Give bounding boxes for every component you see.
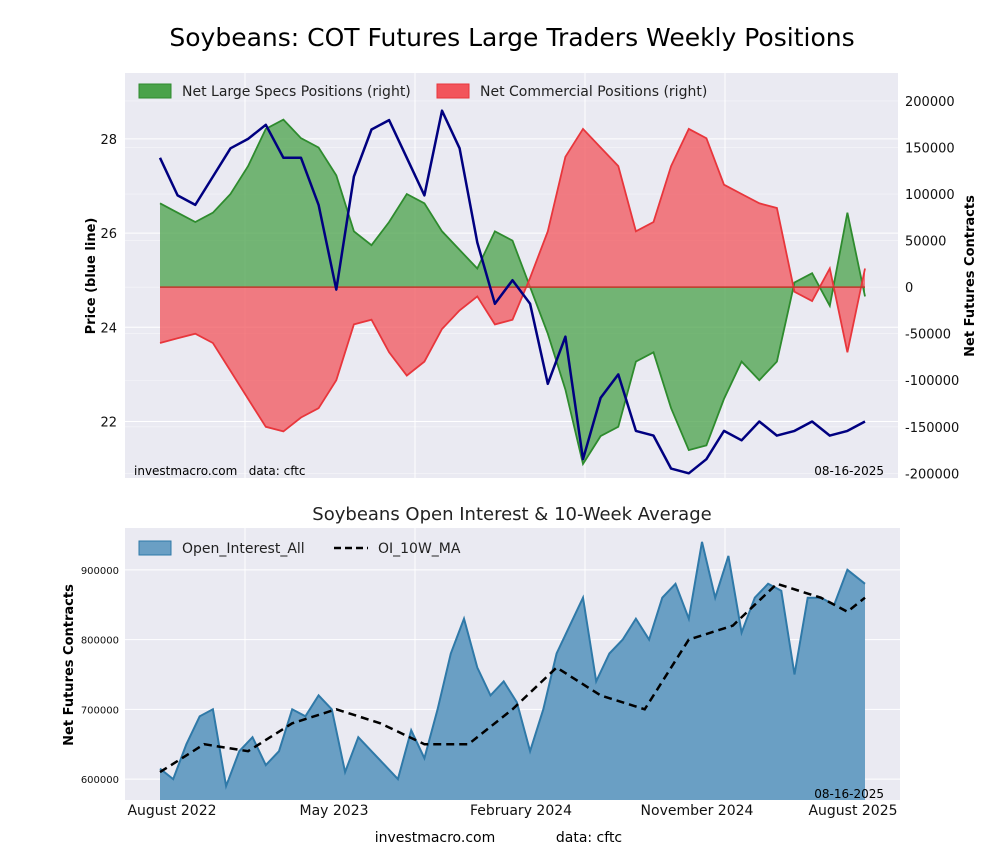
legend-label-oi: Open_Interest_All — [182, 541, 305, 557]
series-oi-line — [159, 541, 866, 790]
y-right-tick-150000: 150000 — [905, 141, 955, 156]
y-left-tick-26: 26 — [100, 227, 117, 242]
series-specs-area — [160, 119, 865, 464]
legend-swatch-oi — [138, 540, 172, 556]
top-areas — [159, 118, 866, 467]
series-oi-area — [160, 541, 865, 800]
footer-site: investmacro.com — [375, 830, 495, 846]
series-commercial-area — [160, 128, 865, 432]
y-right-tick-0: 0 — [905, 281, 913, 296]
bottom-y-tick-900000: 900000 — [81, 566, 119, 577]
footer-source: data: cftc — [556, 830, 622, 846]
bottom-date-label: 08-16-2025 — [814, 787, 884, 801]
y-right-tick--150000: -150000 — [905, 421, 959, 436]
y-left-tick-24: 24 — [100, 321, 117, 336]
y-right-tick--50000: -50000 — [905, 328, 951, 343]
y-left-tick-28: 28 — [100, 133, 117, 148]
legend-label-ma: OI_10W_MA — [378, 541, 461, 557]
series-commercial-line — [159, 127, 866, 433]
x-tick-0: August 2022 — [127, 803, 216, 819]
top-y-left-ticks: 22 24 26 28 — [100, 133, 117, 431]
bottom-panel: 900000 800000 700000 600000 August 2022 May … — [62, 528, 900, 819]
top-date-label: 08-16-2025 — [814, 464, 884, 478]
bottom-title: Soybeans Open Interest & 10-Week Average — [312, 504, 711, 525]
bottom-areas — [159, 541, 866, 800]
bottom-y-tick-600000: 600000 — [81, 775, 119, 786]
top-price — [158, 109, 866, 475]
series-specs-line — [159, 118, 866, 467]
bottom-y-tick-800000: 800000 — [81, 636, 119, 647]
top-panel: 22 24 26 28 200000 150000 100000 50000 0 -50000 -… — [84, 73, 978, 482]
x-tick-4: August 2025 — [808, 803, 897, 819]
y-right-label: Net Futures Contracts — [963, 195, 978, 357]
y-right-tick-50000: 50000 — [905, 235, 946, 250]
watermark: investmacro.com data: cftc — [134, 464, 306, 478]
x-tick-2: February 2024 — [470, 803, 572, 819]
y-right-tick--200000: -200000 — [905, 467, 959, 482]
bottom-y-ticks: 900000 800000 700000 600000 — [81, 566, 119, 786]
legend-label-commercial: Net Commercial Positions (right) — [480, 84, 707, 100]
series-ma-line — [159, 582, 866, 774]
y-left-tick-22: 22 — [100, 415, 117, 430]
bottom-y-label: Net Futures Contracts — [62, 584, 77, 746]
y-right-tick--100000: -100000 — [905, 374, 959, 389]
x-tick-1: May 2023 — [299, 803, 368, 819]
bottom-x-ticks: August 2022 May 2023 February 2024 November… — [127, 803, 897, 819]
main-title: Soybeans: COT Futures Large Traders Week… — [169, 23, 854, 52]
x-tick-3: November 2024 — [641, 803, 754, 819]
y-left-label: Price (blue line) — [84, 218, 99, 335]
y-right-tick-100000: 100000 — [905, 188, 955, 203]
legend-swatch-specs — [138, 83, 172, 99]
y-right-tick-200000: 200000 — [905, 95, 955, 110]
series-price-line — [158, 109, 866, 475]
top-legend: Net Large Specs Positions (right) Net Co… — [138, 83, 707, 100]
legend-label-specs: Net Large Specs Positions (right) — [182, 84, 411, 100]
legend-swatch-commercial — [436, 83, 470, 99]
bottom-legend: Open_Interest_All OI_10W_MA — [138, 540, 461, 557]
bottom-y-tick-700000: 700000 — [81, 705, 119, 716]
top-y-right-ticks: 200000 150000 100000 50000 0 -50000 -100000 -15… — [905, 95, 959, 482]
